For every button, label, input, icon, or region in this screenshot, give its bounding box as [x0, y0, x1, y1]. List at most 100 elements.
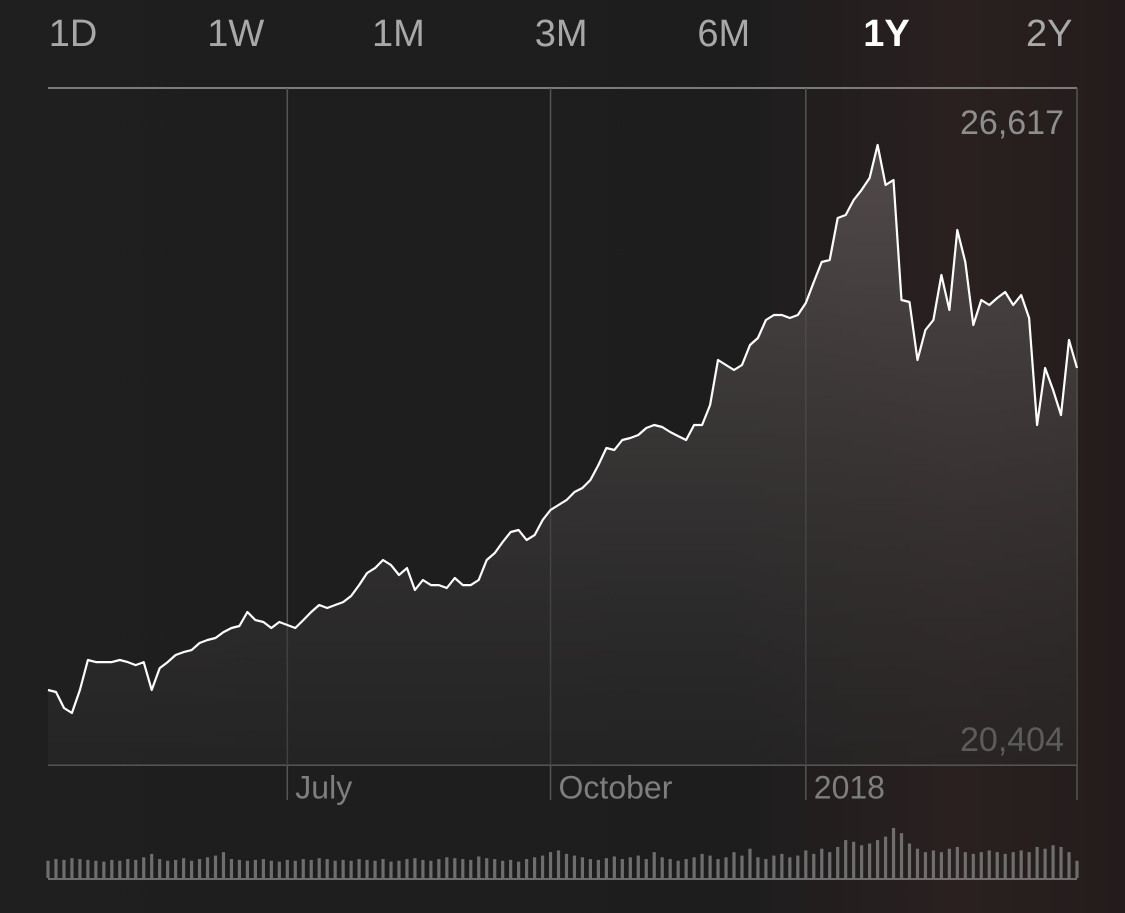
volume-bar [987, 850, 991, 878]
volume-bar [556, 850, 561, 878]
y-tick-label: 26,617 [960, 104, 1064, 142]
volume-bar [828, 852, 832, 878]
volume-bar [676, 860, 680, 878]
range-tab[interactable]: 3M [535, 13, 588, 55]
volume-bar [963, 852, 967, 878]
volume-bar [509, 859, 513, 878]
volume-bar [939, 852, 943, 878]
volume-bar [429, 860, 433, 878]
volume-bar [269, 860, 273, 878]
range-tab[interactable]: 2Y [1026, 13, 1072, 55]
volume-bar [852, 841, 856, 878]
volume-bar [78, 859, 82, 878]
volume-bar [477, 856, 481, 878]
volume-bar [221, 852, 226, 878]
volume-bar [836, 846, 840, 878]
volume-bar [955, 846, 959, 878]
volume-bar [636, 855, 640, 878]
range-tab[interactable]: 1W [207, 13, 264, 55]
volume-bar [708, 855, 712, 878]
volume-bar [580, 857, 585, 878]
volume-bar [684, 859, 688, 878]
volume-bar [915, 848, 920, 878]
volume-bar [46, 860, 50, 878]
volume-bar [1003, 853, 1007, 878]
volume-bar [253, 859, 257, 878]
volume-bar [652, 852, 656, 878]
range-tab[interactable]: 1D [49, 13, 98, 55]
volume-bar [182, 858, 186, 878]
volume-bar [923, 852, 928, 878]
volume-bar [588, 859, 593, 878]
volume-bar [333, 860, 337, 878]
volume-bar [860, 845, 864, 878]
volume-bar [381, 859, 385, 878]
volume-bar [421, 859, 425, 878]
volume-bar [596, 859, 600, 878]
volume-bar [692, 857, 696, 878]
volume-bar [1035, 846, 1039, 878]
volume-bar [796, 855, 800, 878]
price-line [47, 143, 1079, 715]
volume-bar [604, 858, 608, 878]
volume-bar [158, 859, 162, 878]
volume-bar [126, 859, 130, 878]
range-tab[interactable]: 1M [372, 13, 425, 55]
volume-bar [1075, 860, 1079, 878]
volume-bar [548, 852, 553, 878]
volume-bar [349, 860, 353, 878]
volume-bar [94, 860, 98, 878]
volume-bar [54, 859, 58, 878]
volume-bar [469, 859, 473, 878]
volume-bar [820, 848, 824, 878]
volume-bar [261, 859, 265, 878]
volume-bar [166, 860, 170, 878]
volume-bar [979, 852, 983, 878]
volume-bar [844, 840, 848, 878]
volume-bar [1067, 852, 1071, 878]
volume-bar [1043, 848, 1047, 878]
volume-bar [668, 859, 672, 878]
volume-bar [1019, 850, 1023, 878]
volume-bar [365, 859, 369, 878]
range-tab[interactable]: 1Y [863, 13, 909, 55]
volume-bar [620, 859, 624, 878]
volume-bar [756, 857, 760, 878]
volume-bar [740, 855, 744, 878]
volume-bar [899, 833, 904, 878]
volume-bar [501, 860, 505, 878]
volume-bar [189, 860, 194, 878]
volume-bar [485, 858, 489, 878]
volume-bar [907, 843, 912, 878]
volume-bar [70, 858, 74, 878]
volume-bar [525, 859, 529, 878]
volume-bar [197, 859, 202, 878]
volume-bar [373, 860, 377, 878]
volume-bar [883, 836, 888, 878]
volume-bar [947, 848, 951, 878]
volume-bar [229, 859, 234, 878]
volume-bar [517, 861, 521, 878]
volume-bar [532, 857, 537, 878]
volume-bar [612, 856, 616, 878]
volume-bar [357, 859, 361, 878]
x-tick-label: 2018 [814, 769, 885, 805]
volume-bar [205, 857, 210, 878]
volume-bar [891, 828, 896, 878]
volume-bar [341, 859, 345, 878]
volume-bar [700, 853, 704, 878]
volume-bar [134, 859, 138, 878]
volume-bar [461, 859, 465, 878]
volume-bar [724, 857, 728, 878]
volume-bar [437, 859, 441, 878]
volume-bar [812, 853, 816, 878]
price-area [48, 145, 1077, 765]
volume-bar [931, 850, 936, 878]
volume-bar [1011, 852, 1015, 878]
volume-bar [971, 853, 975, 878]
volume-bar [405, 859, 409, 878]
range-tab[interactable]: 6M [697, 13, 750, 55]
volume-bar [62, 859, 66, 878]
